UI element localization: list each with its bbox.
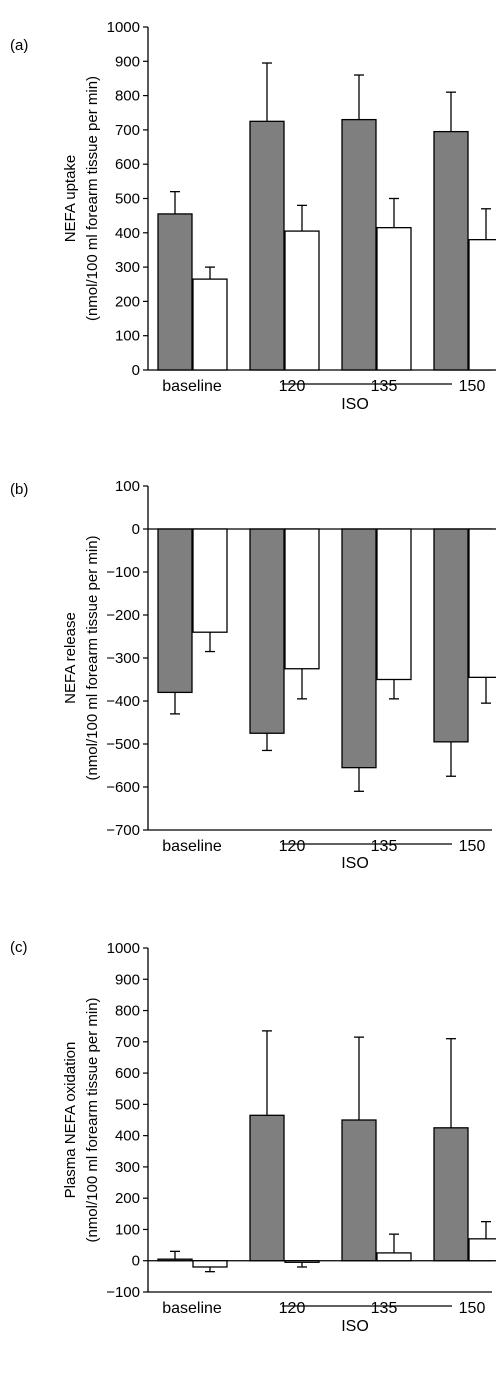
x-tick-label: baseline [162,838,222,855]
bar [284,230,320,371]
bar [284,528,320,670]
bar [249,528,285,734]
y-axis-label: Plasma NEFA oxidation [62,1042,79,1199]
bar [433,528,469,743]
y-tick-label: 600 [115,156,140,173]
x-tick-label: 120 [279,838,306,855]
bar [468,239,496,371]
bar [341,118,377,371]
x-tick-label: 150 [459,1300,486,1317]
x-tick-label: baseline [162,1300,222,1317]
y-tick-label: −500 [106,736,140,753]
bar [249,120,285,371]
y-tick-label: 200 [115,293,140,310]
bar [157,1258,193,1262]
y-tick-label: 800 [115,88,140,105]
y-tick-label: −700 [106,822,140,839]
y-tick-label: 400 [115,225,140,242]
bar [192,528,228,633]
y-tick-label: 700 [115,1034,140,1051]
panel-c: (c) Plasma NEFA oxidation (nmol/100 ml for… [10,939,496,1335]
y-tick-label: −200 [106,607,140,624]
iso-group-label: ISO [341,1318,369,1335]
bar [468,1238,496,1262]
bar [157,528,193,694]
y-tick-label: 0 [132,521,140,538]
y-tick-label: 300 [115,259,140,276]
y-tick-label: 200 [115,1190,140,1207]
y-tick-label: 900 [115,971,140,988]
x-tick-label: 120 [279,378,306,395]
y-tick-label: −100 [106,564,140,581]
panel-a: (a) NEFA uptake (nmol/100 ml forearm tissu… [10,19,496,413]
panel-letter: (a) [10,37,28,54]
iso-group-label: ISO [341,396,369,413]
bar [376,1252,412,1262]
y-tick-label: 700 [115,122,140,139]
y-tick-label: 400 [115,1128,140,1145]
y-axis-label: (nmol/100 ml forearm tissue per min) [84,76,101,321]
y-tick-label: 800 [115,1003,140,1020]
bar [433,130,469,371]
y-tick-label: 1000 [107,940,140,957]
bar [376,528,412,681]
bar [249,1114,285,1262]
bar [157,213,193,371]
x-tick-label: 135 [371,1300,398,1317]
y-tick-label: −100 [106,1284,140,1301]
y-tick-label: 600 [115,1065,140,1082]
panel-letter: (b) [10,481,28,498]
y-tick-label: 500 [115,191,140,208]
x-tick-label: 120 [279,1300,306,1317]
bar [376,227,412,371]
y-tick-label: 500 [115,1096,140,1113]
bar [433,1127,469,1262]
bar [192,278,228,371]
y-axis-label: NEFA uptake [62,155,79,243]
x-tick-label: 150 [459,378,486,395]
y-tick-label: −400 [106,693,140,710]
y-axis-label: NEFA release [62,612,79,704]
x-tick-label: baseline [162,378,222,395]
y-tick-label: 100 [115,478,140,495]
panel-letter: (c) [10,939,28,956]
iso-group-label: ISO [341,855,369,872]
y-tick-label: −300 [106,650,140,667]
y-axis-label: (nmol/100 ml forearm tissue per min) [84,997,101,1242]
y-tick-label: 900 [115,53,140,70]
y-tick-label: 0 [132,362,140,379]
x-tick-label: 135 [371,838,398,855]
bar [284,1260,320,1263]
x-tick-label: 150 [459,838,486,855]
panel-b: (b) NEFA release (nmol/100 ml forearm tiss… [10,478,496,872]
y-axis-label: (nmol/100 ml forearm tissue per min) [84,535,101,780]
bar [341,528,377,769]
y-tick-label: 300 [115,1159,140,1176]
y-tick-label: 0 [132,1253,140,1270]
bar [192,1260,228,1268]
bar [341,1119,377,1262]
x-tick-label: 135 [371,378,398,395]
bar [468,528,496,679]
y-tick-label: 100 [115,328,140,345]
y-tick-label: 1000 [107,19,140,36]
y-tick-label: 100 [115,1221,140,1238]
y-tick-label: −600 [106,779,140,796]
